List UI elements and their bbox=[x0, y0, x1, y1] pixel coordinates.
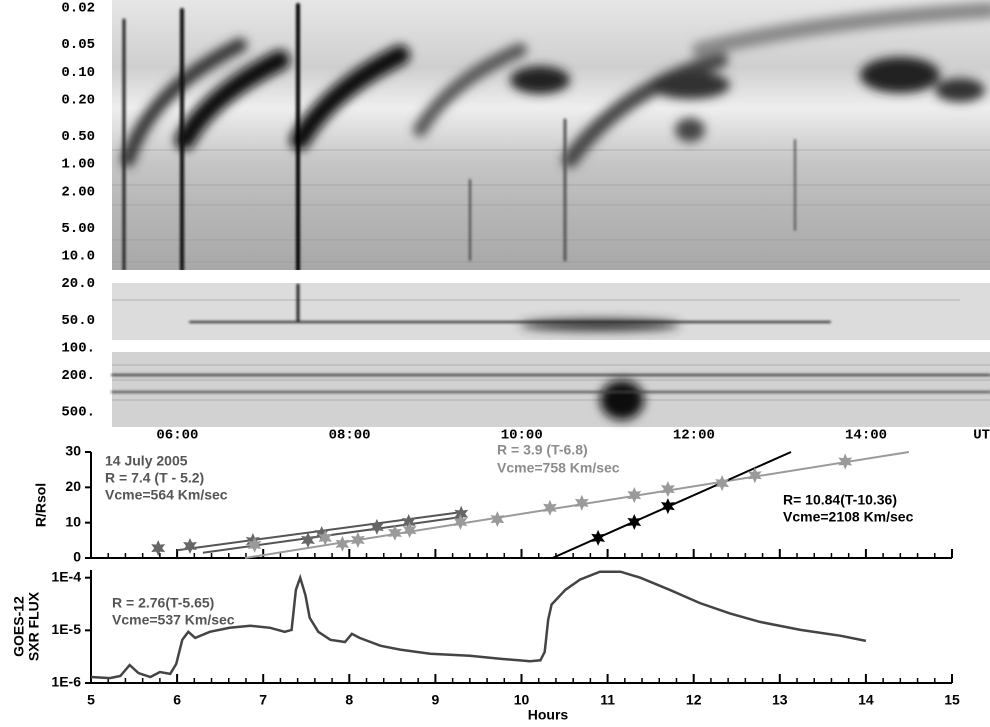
y-tick-label: 0.20 bbox=[61, 93, 95, 109]
star-point bbox=[490, 511, 505, 528]
star-point bbox=[388, 524, 402, 541]
y-tick-label: 0 bbox=[73, 549, 81, 565]
y-tick-label: 2.00 bbox=[61, 184, 95, 200]
y-tick-label: 0.50 bbox=[61, 129, 95, 145]
y-tick-label: 0.10 bbox=[61, 65, 95, 81]
y-tick-label: 1E-4 bbox=[51, 568, 81, 584]
x-tick-label: 14 bbox=[858, 692, 874, 708]
y-tick-label: 20 bbox=[65, 478, 81, 494]
annotation: R= 10.84(T-10.36) bbox=[783, 492, 897, 508]
x-tick-label: 15 bbox=[944, 692, 960, 708]
y-axis-label: SXR FLUX bbox=[26, 591, 42, 661]
y-tick-label: 500. bbox=[61, 405, 95, 421]
x-tick-label: 14:00 bbox=[845, 428, 887, 444]
x-tick-label: 11 bbox=[600, 692, 615, 708]
annotation: 14 July 2005 bbox=[105, 453, 188, 469]
x-tick-label: 12:00 bbox=[673, 428, 715, 444]
star-point bbox=[747, 467, 762, 484]
star-point bbox=[151, 540, 166, 557]
star-point bbox=[454, 505, 469, 522]
star-point bbox=[543, 499, 557, 516]
star-point bbox=[627, 487, 642, 504]
star-point bbox=[591, 529, 606, 546]
x-tick-label: 13 bbox=[772, 692, 788, 708]
y-tick-label: 10.0 bbox=[61, 249, 95, 265]
y-tick-label: 100. bbox=[61, 340, 95, 356]
y-tick-label: 30 bbox=[65, 443, 81, 459]
star-point bbox=[301, 532, 315, 548]
x-tick-label: 10:00 bbox=[501, 428, 543, 444]
x-tick-label: 6 bbox=[173, 692, 181, 708]
star-point bbox=[401, 514, 416, 530]
star-point bbox=[402, 522, 417, 539]
y-axis-label: R/Rsol bbox=[33, 483, 49, 527]
y-tick-label: 0.02 bbox=[61, 1, 95, 17]
x-tick-label: 08:00 bbox=[329, 428, 371, 444]
y-tick-label: 5.00 bbox=[61, 221, 95, 237]
star-point bbox=[369, 518, 384, 535]
star-point bbox=[318, 529, 333, 546]
x-tick-label: 5 bbox=[87, 692, 95, 708]
fit-line bbox=[202, 516, 462, 554]
y-tick-label: 10 bbox=[65, 513, 81, 529]
annotation: Vcme=564 Km/sec bbox=[105, 487, 228, 503]
annotation: Vcme=537 Km/sec bbox=[112, 612, 235, 628]
x-tick-label: 8 bbox=[345, 692, 353, 708]
y-tick-label: 1E-5 bbox=[51, 621, 81, 637]
star-point bbox=[627, 514, 642, 530]
y-tick-label: 0.05 bbox=[61, 37, 95, 53]
annotation: R = 2.76(T-5.65) bbox=[112, 595, 214, 611]
star-point bbox=[247, 536, 262, 553]
x-tick-label: 10 bbox=[514, 692, 530, 708]
y-tick-label: 200. bbox=[61, 368, 95, 384]
annotation: R = 7.4 (T - 5.2) bbox=[105, 470, 204, 486]
flux-line bbox=[90, 570, 867, 680]
y-axis-label: GOES-12 bbox=[11, 596, 27, 657]
y-tick-label: 1E-6 bbox=[51, 674, 81, 690]
star-point bbox=[574, 494, 589, 511]
x-tick-label: 12 bbox=[686, 692, 702, 708]
x-tick-label: 9 bbox=[432, 692, 440, 708]
annotation: R = 3.9 (T-6.8) bbox=[497, 442, 588, 458]
x-tick-label: 06:00 bbox=[156, 428, 198, 444]
star-point bbox=[660, 498, 675, 515]
annotation: Vcme=2108 Km/sec bbox=[783, 509, 914, 525]
x-axis-label: Hours bbox=[528, 707, 569, 723]
annotation: Vcme=758 Km/sec bbox=[497, 460, 620, 476]
star-point bbox=[453, 514, 468, 530]
star-point bbox=[838, 453, 853, 470]
star-point bbox=[183, 538, 197, 554]
y-tick-label: 20.0 bbox=[61, 276, 95, 292]
star-point bbox=[351, 532, 365, 548]
x-axis-label: UT bbox=[973, 428, 990, 444]
star-point bbox=[715, 475, 729, 492]
x-tick-label: 7 bbox=[259, 692, 267, 708]
star-point bbox=[660, 481, 675, 498]
star-point bbox=[335, 535, 350, 552]
y-tick-label: 50.0 bbox=[61, 313, 95, 329]
spectrogram-image bbox=[111, 0, 990, 427]
y-tick-label: 1.00 bbox=[61, 157, 95, 173]
star-point bbox=[314, 526, 329, 542]
